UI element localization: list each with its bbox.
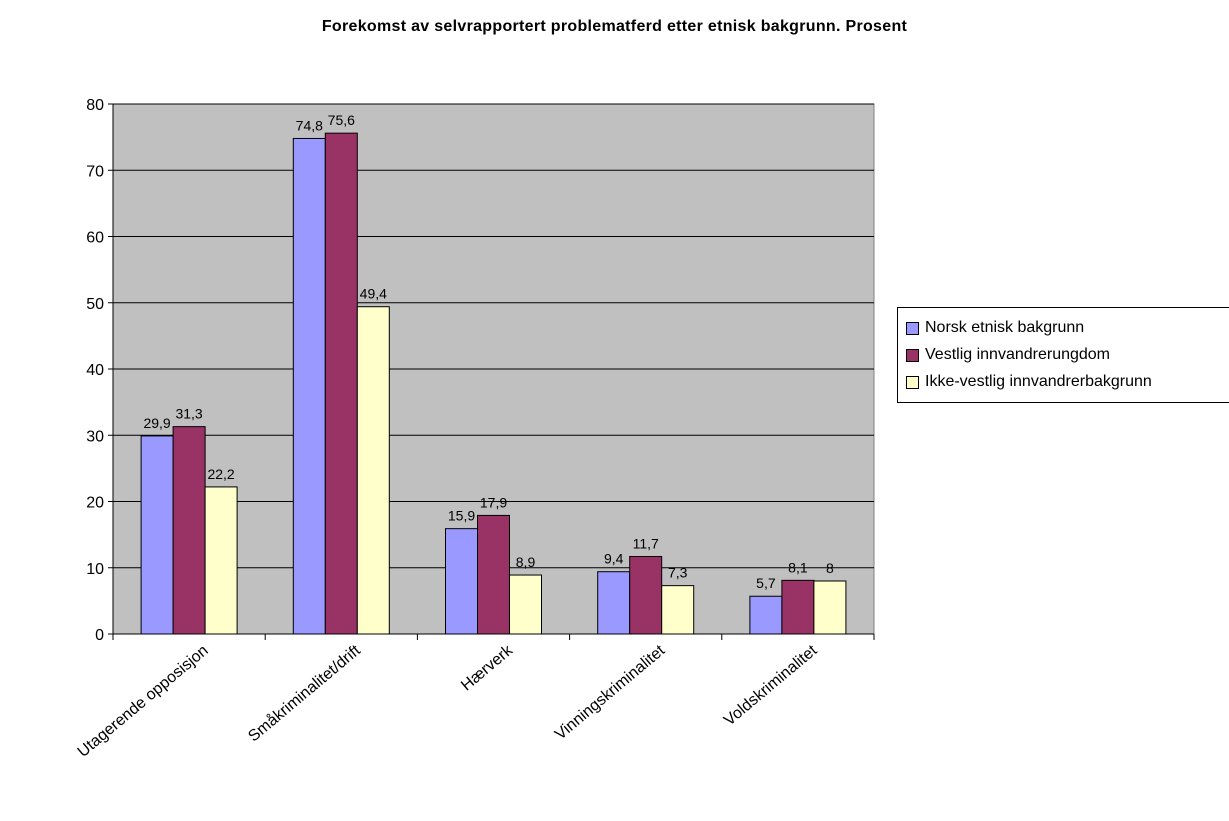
data-label: 74,8 [296, 117, 323, 133]
x-tick-label: Småkriminalitet/drift [245, 641, 365, 745]
y-tick-label: 10 [86, 561, 104, 578]
y-tick-label: 60 [86, 230, 104, 247]
data-label: 8,1 [788, 559, 808, 575]
y-tick-label: 30 [86, 428, 104, 445]
y-tick-label: 50 [86, 296, 104, 313]
bar [661, 585, 695, 635]
bar [204, 486, 238, 635]
x-tick-label: Utagerende opposisjon [75, 642, 212, 761]
x-tick-label: Vinningskriminalitet [552, 642, 669, 744]
data-label: 8,9 [516, 554, 536, 570]
data-label: 17,9 [480, 494, 507, 510]
legend-label-ikke-vestlig: Ikke-vestlig innvandrerbakgrunn [925, 373, 1152, 390]
data-label: 29,9 [143, 415, 170, 431]
y-tick-label: 40 [86, 362, 104, 379]
bar [597, 571, 631, 635]
bar [445, 528, 478, 635]
y-tick-label: 20 [86, 495, 104, 512]
legend: Norsk etnisk bakgrunn Vestlig innvandrer… [897, 307, 1229, 403]
bar [477, 514, 510, 635]
data-label: 22,2 [207, 466, 234, 482]
bar [813, 580, 847, 635]
data-label: 11,7 [633, 535, 659, 551]
legend-swatch-ikke-vestlig [906, 375, 919, 389]
bar [629, 555, 663, 635]
y-tick-label: 70 [86, 163, 104, 180]
data-label: 15,9 [448, 508, 475, 524]
data-label: 75,6 [328, 112, 355, 128]
legend-item-vestlig: Vestlig innvandrerungdom [906, 345, 1110, 365]
bar [140, 435, 174, 635]
bar [324, 132, 358, 635]
data-label: 49,4 [360, 286, 387, 302]
bar [749, 595, 783, 635]
y-tick-label: 0 [95, 627, 104, 644]
bar [781, 579, 815, 635]
legend-item-ikke-vestlig: Ikke-vestlig innvandrerbakgrunn [906, 372, 1152, 392]
legend-label-vestlig: Vestlig innvandrerungdom [925, 346, 1111, 363]
legend-label-norsk: Norsk etnisk bakgrunn [925, 319, 1085, 336]
legend-item-norsk: Norsk etnisk bakgrunn [906, 318, 1084, 338]
legend-swatch-vestlig [906, 348, 919, 362]
data-label: 8 [826, 560, 834, 576]
data-label: 5,7 [756, 575, 776, 591]
legend-swatch-norsk [906, 321, 919, 335]
bar [292, 137, 326, 635]
bar [509, 574, 542, 635]
data-label: 31,3 [175, 406, 202, 422]
data-label: 7,3 [668, 565, 688, 581]
x-tick-label: Voldskriminalitet [721, 642, 821, 730]
bar [356, 306, 390, 635]
y-tick-label: 80 [86, 97, 104, 114]
chart-title: Forekomst av selvrapportert problematfer… [321, 18, 908, 35]
x-tick-label: Hærverk [458, 641, 517, 694]
bar [172, 426, 206, 635]
data-label: 9,4 [604, 551, 624, 567]
